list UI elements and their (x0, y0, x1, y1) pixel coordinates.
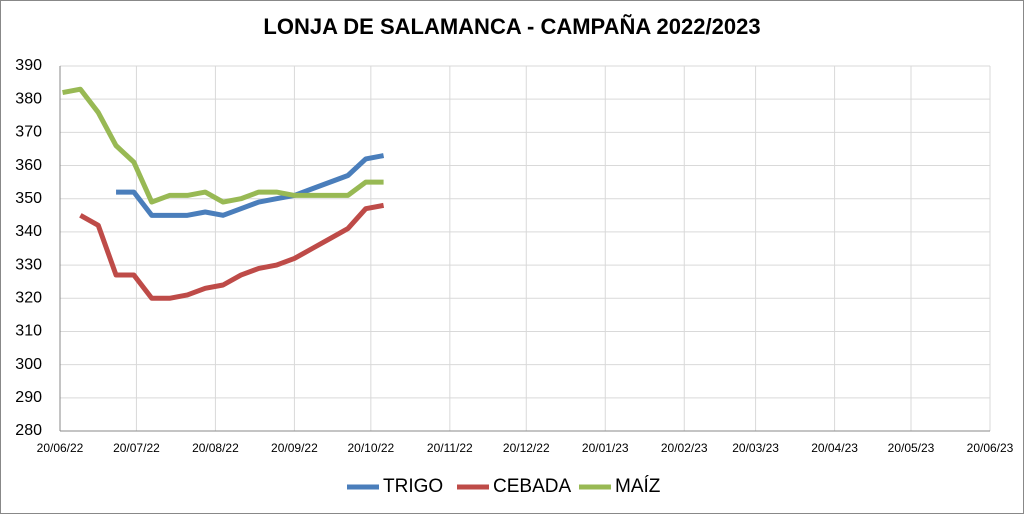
x-tick-label: 20/07/22 (113, 441, 160, 455)
y-tick-label: 320 (15, 289, 42, 306)
x-tick-label: 20/01/23 (582, 441, 629, 455)
legend-label: CEBADA (493, 476, 571, 497)
y-tick-label: 280 (15, 422, 42, 439)
x-tick-label: 20/04/23 (811, 441, 858, 455)
y-tick-label: 330 (15, 256, 42, 273)
legend-label: TRIGO (383, 476, 443, 497)
y-tick-label: 350 (15, 190, 42, 207)
x-tick-label: 20/12/22 (503, 441, 550, 455)
y-tick-label: 390 (15, 57, 42, 74)
series-line (79, 202, 385, 301)
chart-title: LONJA DE SALAMANCA - CAMPAÑA 2022/2023 (263, 14, 760, 39)
y-tick-label: 360 (15, 157, 42, 174)
y-tick-label: 370 (15, 124, 42, 141)
x-tick-label: 20/09/22 (271, 441, 318, 455)
y-tick-label: 380 (15, 90, 42, 107)
y-tick-label: 290 (15, 389, 42, 406)
x-tick-label: 20/06/23 (967, 441, 1014, 455)
y-tick-label: 300 (15, 356, 42, 373)
x-tick-label: 20/06/22 (37, 441, 84, 455)
x-tick-label: 20/02/23 (661, 441, 708, 455)
series-line (116, 153, 385, 218)
series-line (62, 86, 384, 205)
y-tick-label: 340 (15, 223, 42, 240)
x-tick-label: 20/11/22 (427, 441, 473, 455)
x-tick-label: 20/08/22 (192, 441, 239, 455)
legend-label: MAÍZ (615, 476, 661, 497)
x-tick-label: 20/05/23 (888, 441, 935, 455)
y-tick-label: 310 (15, 323, 42, 340)
x-tick-label: 20/10/22 (347, 441, 394, 455)
x-tick-label: 20/03/23 (732, 441, 779, 455)
